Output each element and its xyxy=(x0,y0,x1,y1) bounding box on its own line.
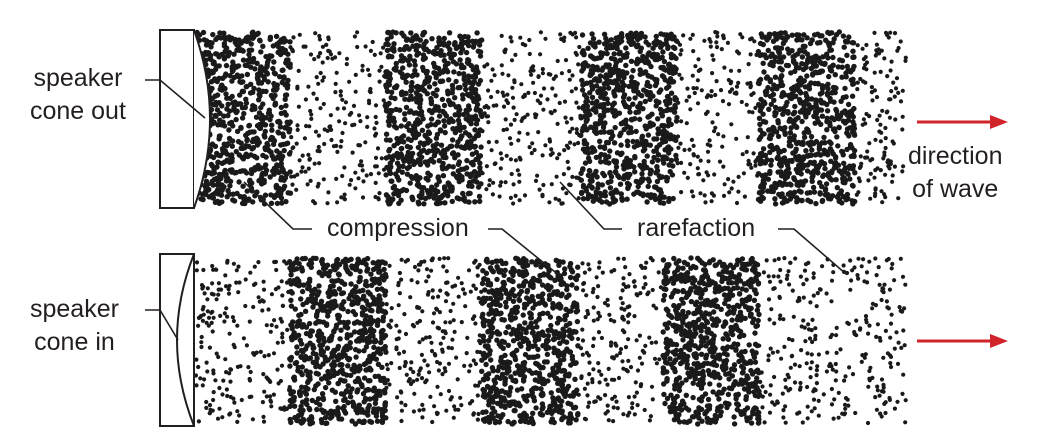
leader-speaker-in xyxy=(145,309,179,341)
direction-arrow-bottom xyxy=(917,334,1008,348)
speaker-cone-in-label: speaker cone in xyxy=(30,295,119,356)
leader-lines xyxy=(145,79,847,341)
speaker-cone-in-icon xyxy=(159,253,195,427)
leader-compression-left xyxy=(243,181,312,230)
speaker-cone-out-label: speaker cone out xyxy=(30,64,126,125)
direction-of-wave-label: direction of wave xyxy=(908,142,1003,203)
speaker-cone-out-icon xyxy=(159,29,211,209)
leader-speaker-out xyxy=(145,79,206,119)
direction-arrow-top xyxy=(917,115,1008,129)
leader-compression-right xyxy=(488,228,561,277)
particles-cone-out xyxy=(193,29,908,207)
leader-rarefaction-right xyxy=(778,228,847,275)
leader-rarefaction-left xyxy=(559,181,622,230)
rarefaction-label: rarefaction xyxy=(637,214,756,242)
compression-label: compression xyxy=(327,214,469,242)
particles-cone-in xyxy=(193,255,908,427)
